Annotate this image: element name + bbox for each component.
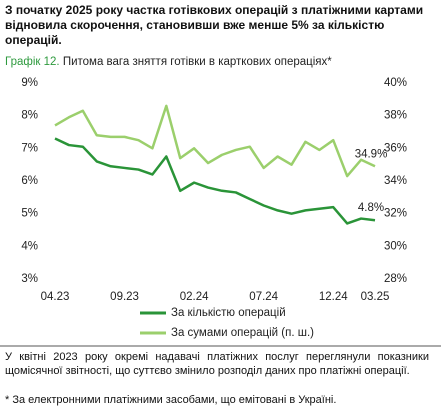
y-tick-label: 3% [21,273,38,285]
figure-label: Графік 12. [5,56,60,68]
value-label: 4.8% [358,202,384,214]
y-tick-label: 9% [21,77,38,89]
x-tick-label: 03.25 [361,291,390,303]
y2-tick-label: 38% [384,110,407,122]
y-tick-label: 4% [21,240,38,252]
legend-label: За сумами операцій (п. ш.) [171,327,314,339]
footer-note: * За електронними платіжними засобами, щ… [5,394,337,406]
value-label: 34.9% [355,148,388,160]
x-tick-label: 02.24 [180,291,209,303]
y-tick-label: 7% [21,142,38,154]
x-tick-label: 04.23 [41,291,70,303]
x-tick-label: 07.24 [249,291,278,303]
x-tick-label: 12.24 [319,291,348,303]
header: З початку 2025 року частка готівкових оп… [5,3,424,47]
y2-tick-label: 30% [384,240,407,252]
y2-tick-label: 28% [384,273,407,285]
y2-tick-label: 32% [384,208,407,220]
y-tick-label: 6% [21,175,38,187]
y2-tick-label: 40% [384,77,407,89]
y-tick-label: 5% [21,208,38,220]
y2-tick-label: 36% [384,142,407,154]
chart-title: Питома вага зняття готівки в карткових о… [62,56,332,68]
series-line [54,104,376,178]
series-line [54,137,376,225]
legend-label: За кількістю операцій [171,307,286,319]
x-tick-label: 09.23 [110,291,139,303]
y-tick-label: 8% [21,110,38,122]
chart-caption: Графік 12. Питома вага зняття готівки в … [5,56,435,68]
footer-text: У квітні 2023 року окремі надавачі платі… [5,351,429,377]
y2-tick-label: 34% [384,175,407,187]
